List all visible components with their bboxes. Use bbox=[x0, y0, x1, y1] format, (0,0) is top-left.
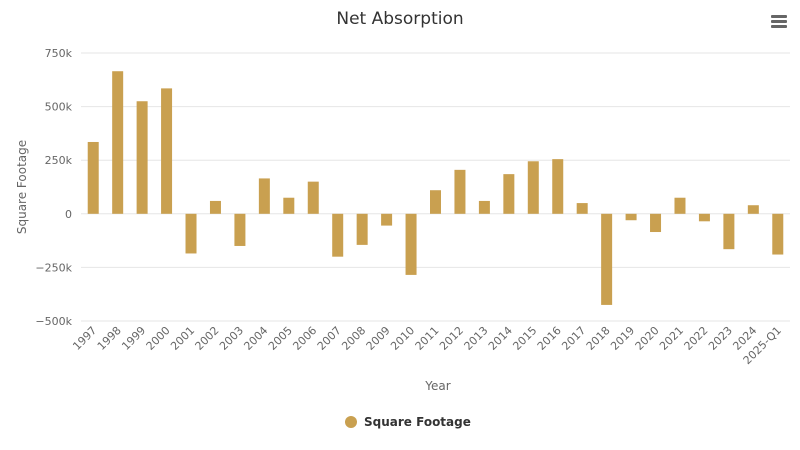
bar[interactable] bbox=[381, 213, 393, 226]
x-tick-label: 2007 bbox=[315, 324, 344, 353]
x-tick-label: 2005 bbox=[266, 324, 295, 353]
x-axis-ticks: 1997199819992000200120022003200420052006… bbox=[70, 324, 784, 367]
x-axis-title: Year bbox=[424, 379, 450, 393]
legend-label: Square Footage bbox=[364, 415, 471, 429]
y-tick-label: 750k bbox=[45, 47, 73, 60]
x-tick-label: 1999 bbox=[119, 324, 148, 353]
y-tick-label: −500k bbox=[35, 315, 72, 328]
x-tick-label: 2019 bbox=[608, 324, 637, 353]
hamburger-menu-icon bbox=[771, 15, 787, 28]
bar[interactable] bbox=[136, 101, 148, 214]
x-tick-label: 2002 bbox=[193, 324, 222, 353]
x-tick-label: 2022 bbox=[682, 324, 711, 353]
gridlines bbox=[81, 52, 790, 322]
x-tick-label: 2013 bbox=[462, 324, 491, 353]
x-tick-label: 2008 bbox=[339, 324, 368, 353]
x-tick-label: 2016 bbox=[535, 324, 564, 353]
x-tick-label: 2023 bbox=[706, 324, 735, 353]
x-tick-label: 2021 bbox=[657, 324, 686, 353]
x-tick-label: 2018 bbox=[584, 324, 613, 353]
bar[interactable] bbox=[552, 159, 564, 214]
bar[interactable] bbox=[601, 213, 613, 305]
y-tick-label: 250k bbox=[45, 154, 73, 167]
x-tick-label: 2015 bbox=[510, 324, 539, 353]
bar[interactable] bbox=[356, 213, 368, 245]
x-tick-label: 2020 bbox=[633, 324, 662, 353]
bar[interactable] bbox=[112, 71, 124, 214]
bar[interactable] bbox=[503, 174, 515, 214]
x-tick-label: 2003 bbox=[217, 324, 246, 353]
bar[interactable] bbox=[698, 213, 710, 222]
bar[interactable] bbox=[625, 213, 637, 221]
bar[interactable] bbox=[405, 213, 417, 275]
bar[interactable] bbox=[478, 200, 490, 214]
bar[interactable] bbox=[723, 213, 735, 250]
x-tick-label: 1997 bbox=[70, 324, 99, 353]
x-tick-label: 2010 bbox=[388, 324, 417, 353]
y-axis-ticks: 750k 500k 250k 0 −250k −500k bbox=[35, 47, 72, 328]
bar[interactable] bbox=[576, 203, 588, 214]
bars bbox=[87, 71, 784, 305]
chart-menu-button[interactable] bbox=[764, 10, 794, 34]
bar[interactable] bbox=[747, 205, 759, 214]
bar[interactable] bbox=[650, 213, 662, 233]
x-tick-label: 2004 bbox=[241, 324, 270, 353]
x-tick-label: 2001 bbox=[168, 324, 197, 353]
x-tick-label: 2009 bbox=[364, 324, 393, 353]
bar[interactable] bbox=[674, 197, 686, 214]
y-tick-label: 500k bbox=[45, 101, 73, 114]
bar[interactable] bbox=[258, 178, 270, 214]
y-tick-label: −250k bbox=[35, 261, 72, 274]
bar[interactable] bbox=[454, 169, 466, 214]
bar[interactable] bbox=[430, 190, 441, 214]
chart-title: Net Absorption bbox=[336, 9, 463, 29]
y-axis-title: Square Footage bbox=[15, 140, 29, 234]
bar[interactable] bbox=[185, 213, 197, 254]
bar[interactable] bbox=[307, 181, 319, 214]
y-tick-label: 0 bbox=[65, 208, 72, 221]
legend-marker bbox=[345, 416, 357, 428]
bar[interactable] bbox=[527, 161, 539, 214]
bar[interactable] bbox=[87, 141, 99, 214]
x-tick-label: 2006 bbox=[290, 324, 319, 353]
legend-item-square-footage[interactable]: Square Footage bbox=[345, 415, 471, 429]
x-tick-label: 2011 bbox=[413, 324, 442, 353]
x-tick-label: 2014 bbox=[486, 324, 515, 353]
bar[interactable] bbox=[772, 213, 784, 255]
bar[interactable] bbox=[209, 200, 221, 214]
bar[interactable] bbox=[332, 213, 344, 257]
bar[interactable] bbox=[234, 213, 246, 246]
x-tick-label: 2012 bbox=[437, 324, 466, 353]
x-tick-label: 2000 bbox=[144, 324, 173, 353]
bar[interactable] bbox=[161, 88, 173, 214]
x-tick-label: 1998 bbox=[95, 324, 124, 353]
bar[interactable] bbox=[283, 197, 295, 214]
x-tick-label: 2017 bbox=[559, 324, 588, 353]
